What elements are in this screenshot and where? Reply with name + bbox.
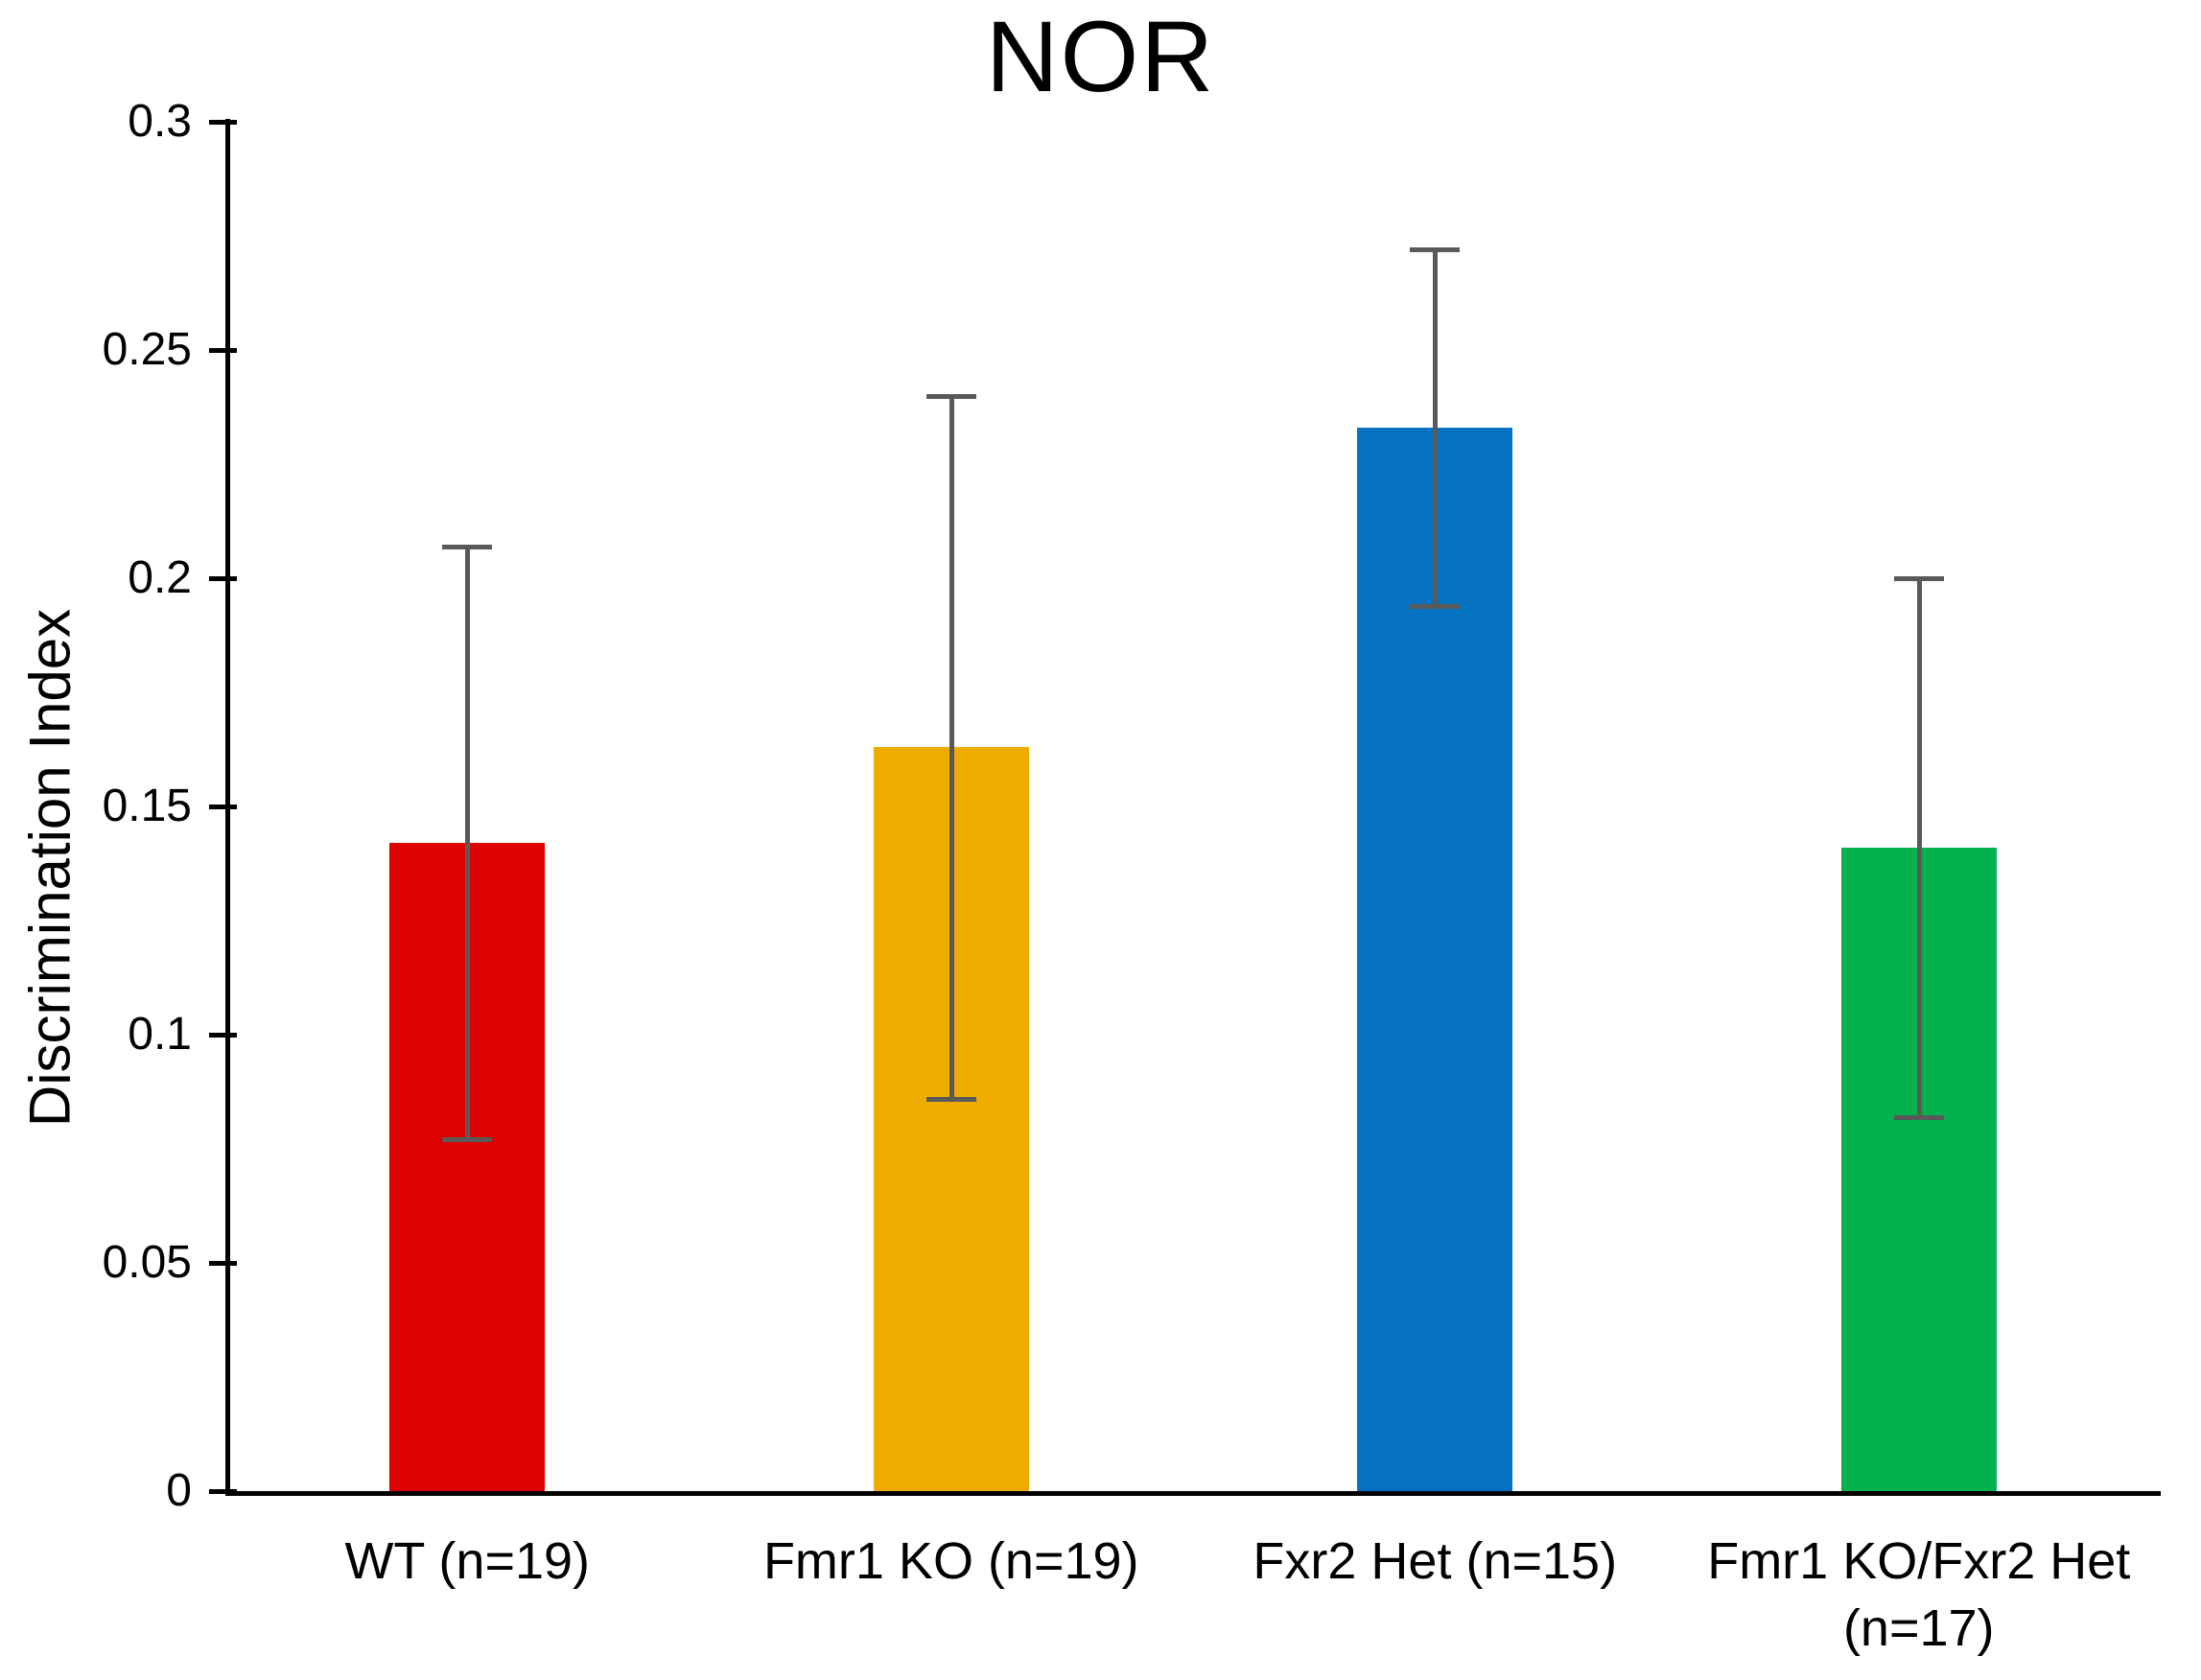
x-category-label-line: (n=17): [1842, 1599, 1995, 1658]
y-tick-label: 0: [166, 1465, 192, 1516]
error-bar-line-2: [948, 395, 954, 1099]
chart-title: NOR: [985, 1, 1216, 113]
y-tick-mark: [209, 1033, 237, 1038]
x-category-label-line: Fxr2 Het (n=15): [1253, 1532, 1618, 1590]
y-tick-mark: [209, 805, 237, 809]
x-axis-line: [225, 1491, 2161, 1496]
error-bar-line-4: [1916, 578, 1922, 1117]
y-tick-mark: [209, 348, 237, 353]
error-bar-cap-bottom-1: [442, 1137, 493, 1143]
y-tick-label: 0.15: [102, 781, 192, 831]
y-tick-mark: [209, 120, 237, 125]
error-bar-line-1: [465, 546, 471, 1140]
y-tick-mark: [209, 1489, 237, 1494]
y-tick-label: 0.25: [102, 324, 192, 375]
x-category-label-2: Fmr1 KO (n=19): [654, 1528, 1249, 1595]
y-tick-label: 0.2: [128, 552, 192, 603]
error-bar-cap-bottom-3: [1410, 603, 1461, 609]
y-tick-label: 0.05: [102, 1237, 192, 1288]
x-category-label-4: Fmr1 KO/Fxr2 Het (n=17): [1622, 1528, 2201, 1662]
x-category-label-1: WT (n=19): [170, 1528, 764, 1595]
error-bar-cap-bottom-4: [1893, 1114, 1944, 1120]
y-tick-mark: [209, 1261, 237, 1266]
error-bar-cap-top-4: [1893, 576, 1944, 581]
y-tick-mark: [209, 576, 237, 581]
error-bar-cap-bottom-2: [925, 1096, 976, 1102]
error-bar-line-3: [1433, 249, 1439, 606]
error-bar-cap-top-2: [925, 393, 976, 399]
error-bar-cap-top-3: [1410, 247, 1461, 253]
y-tick-label: 0.3: [128, 96, 192, 147]
y-tick-label: 0.1: [128, 1009, 192, 1060]
x-category-label-line: Fmr1 KO (n=19): [762, 1532, 1139, 1590]
x-category-label-3: Fxr2 Het (n=15): [1137, 1528, 1732, 1595]
error-bar-cap-top-1: [442, 544, 493, 549]
x-category-label-line: WT (n=19): [344, 1532, 591, 1590]
x-category-label-line: Fmr1 KO/Fxr2 Het: [1707, 1532, 2131, 1590]
